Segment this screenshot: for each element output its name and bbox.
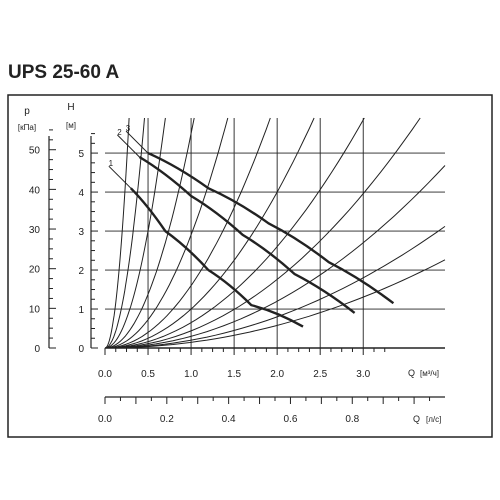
h-tick-label-5: 5 bbox=[78, 149, 84, 160]
p-axis-label: p bbox=[24, 106, 30, 117]
system-curve-11 bbox=[104, 259, 446, 349]
chart-frame bbox=[7, 94, 493, 438]
pump-curve-1 bbox=[129, 187, 304, 328]
h-axis-unit: [м] bbox=[66, 121, 76, 130]
system-curve-8 bbox=[104, 117, 421, 349]
system-curve-3 bbox=[104, 117, 195, 349]
qls-tick-label-3: 0.6 bbox=[284, 414, 298, 425]
p-tick-label-2: 20 bbox=[29, 265, 41, 276]
qls-tick-label-0: 0.0 bbox=[98, 414, 112, 425]
grid bbox=[105, 118, 445, 348]
pump-curves: 1 2 3 bbox=[108, 124, 395, 328]
q-tick-label-4: 2.0 bbox=[270, 369, 284, 380]
p-axis-unit: [кПа] bbox=[18, 123, 36, 132]
p-tick-label-1: 10 bbox=[29, 304, 41, 315]
system-curve-5 bbox=[104, 117, 271, 349]
pump-curve-lead-1 bbox=[108, 165, 132, 189]
p-tick-label-0: 0 bbox=[34, 344, 40, 355]
h-tick-label-3: 3 bbox=[78, 227, 84, 238]
system-curve-2 bbox=[104, 117, 166, 349]
pump-curve-label-1: 1 bbox=[109, 159, 114, 168]
p-tick-label-5: 50 bbox=[29, 146, 41, 157]
q-ls-unit: [л/с] bbox=[426, 415, 441, 424]
q-m3h-unit: [м³/ч] bbox=[420, 369, 439, 378]
qls-tick-label-4: 0.8 bbox=[345, 414, 359, 425]
h-axis-label: H bbox=[67, 102, 74, 113]
pump-curve-3 bbox=[147, 151, 395, 305]
pump-curve-lead-2 bbox=[117, 134, 140, 158]
p-tick-label-3: 30 bbox=[29, 225, 41, 236]
pump-curve-lead-3 bbox=[125, 130, 149, 154]
h-tick-label-4: 4 bbox=[78, 188, 84, 199]
system-curve-9 bbox=[104, 165, 446, 349]
system-curve-0 bbox=[104, 117, 130, 349]
q-tick-label-0: 0.0 bbox=[98, 369, 112, 380]
q-m3h-label: Q bbox=[408, 368, 415, 378]
qls-tick-label-2: 0.4 bbox=[222, 414, 236, 425]
q-tick-label-5: 2.5 bbox=[313, 369, 327, 380]
system-curve-6 bbox=[104, 117, 315, 349]
q-ls-label: Q bbox=[413, 414, 420, 424]
q-tick-label-1: 0.5 bbox=[141, 369, 155, 380]
q-tick-label-2: 1.0 bbox=[184, 369, 198, 380]
h-tick-label-2: 2 bbox=[78, 266, 84, 277]
pump-curve-label-3: 3 bbox=[126, 124, 131, 133]
q-tick-label-6: 3.0 bbox=[356, 369, 370, 380]
pump-curve-2 bbox=[138, 155, 356, 314]
pump-curve-label-2: 2 bbox=[117, 128, 122, 137]
system-curve-1 bbox=[104, 117, 145, 349]
h-tick-label-0: 0 bbox=[78, 344, 84, 355]
qls-tick-label-1: 0.2 bbox=[160, 414, 174, 425]
h-tick-label-1: 1 bbox=[78, 305, 84, 316]
q-tick-label-3: 1.5 bbox=[227, 369, 241, 380]
system-curve-10 bbox=[104, 225, 446, 349]
axes: 0 10 20 30 40 50 0 1 2 3 4 5 0.0 0.5 1.0 1.5 2.0 2.5 3.0 0.… bbox=[29, 129, 445, 425]
chart-title: UPS 25-60 A bbox=[8, 62, 120, 83]
p-tick-label-4: 40 bbox=[29, 185, 41, 196]
